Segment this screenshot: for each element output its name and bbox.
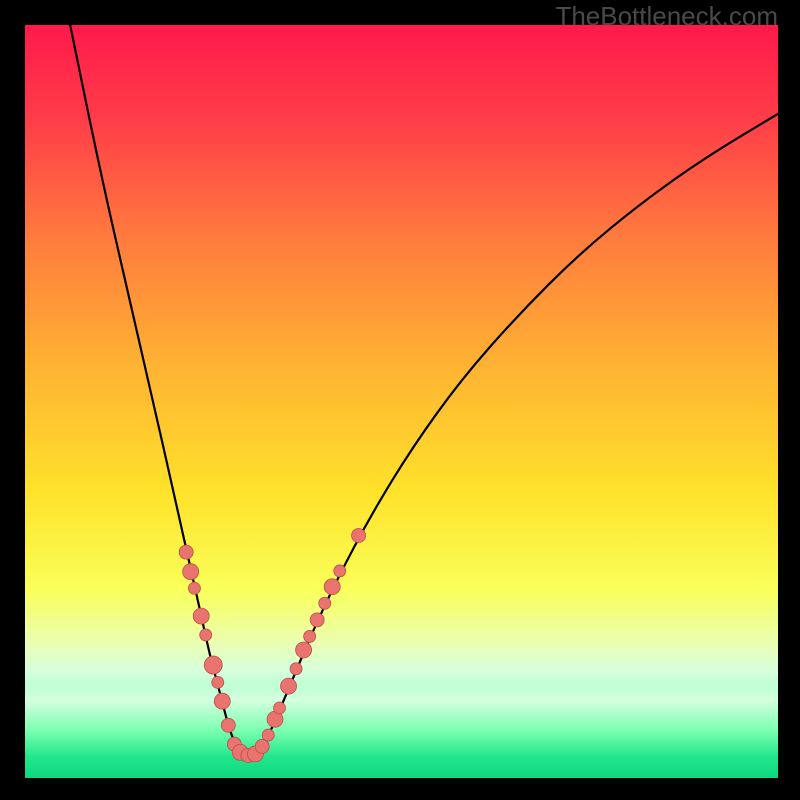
data-marker	[188, 582, 200, 594]
data-marker	[274, 702, 286, 714]
watermark-text: TheBottleneck.com	[555, 1, 778, 32]
data-marker	[200, 629, 212, 641]
data-marker	[296, 642, 312, 658]
data-marker	[221, 718, 235, 732]
data-marker	[324, 579, 340, 595]
data-marker	[281, 678, 297, 694]
data-marker	[304, 630, 316, 642]
data-marker	[310, 613, 324, 627]
data-marker	[183, 564, 199, 580]
chart-root: TheBottleneck.com	[0, 0, 800, 800]
data-marker	[262, 729, 274, 741]
data-marker	[214, 693, 230, 709]
data-marker	[212, 676, 224, 688]
data-marker	[319, 597, 331, 609]
data-marker	[334, 565, 346, 577]
data-marker	[193, 608, 209, 624]
plot-area	[25, 25, 778, 778]
data-marker	[204, 656, 222, 674]
data-marker	[290, 663, 302, 675]
data-marker	[352, 529, 366, 543]
data-marker	[255, 739, 269, 753]
data-marker	[179, 545, 193, 559]
v-curve-path	[70, 25, 778, 755]
curve-layer	[25, 25, 778, 778]
